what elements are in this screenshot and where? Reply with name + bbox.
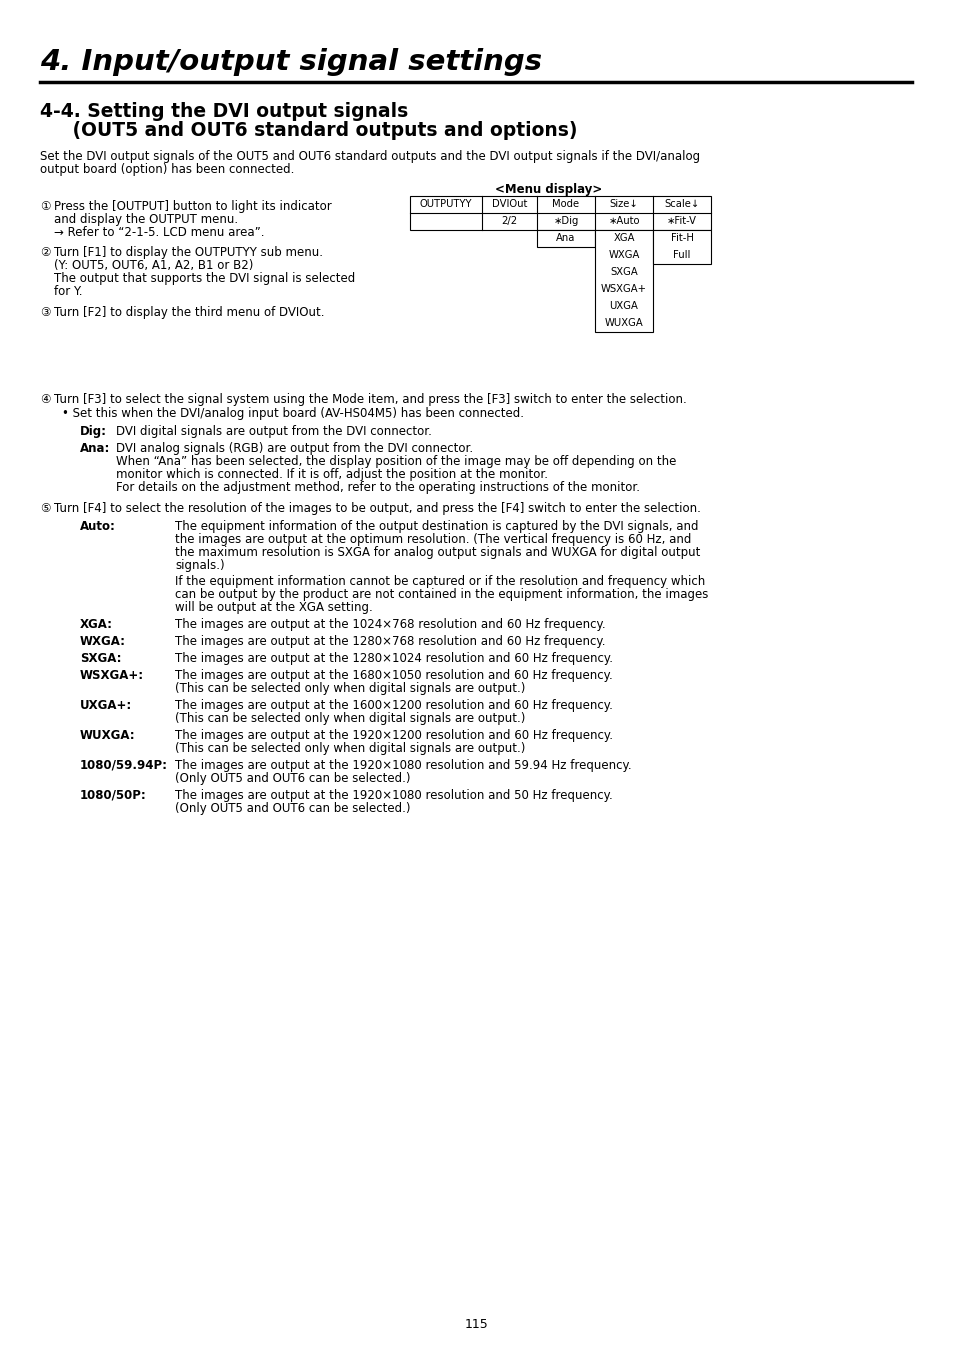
Text: WUXGA: WUXGA xyxy=(604,318,642,328)
Text: 1080/59.94P:: 1080/59.94P: xyxy=(80,759,168,772)
Text: The images are output at the 1280×1024 resolution and 60 Hz frequency.: The images are output at the 1280×1024 r… xyxy=(174,652,613,665)
Text: (This can be selected only when digital signals are output.): (This can be selected only when digital … xyxy=(174,682,525,696)
Bar xyxy=(537,231,595,247)
Text: Turn [F4] to select the resolution of the images to be output, and press the [F4: Turn [F4] to select the resolution of th… xyxy=(54,501,700,515)
Bar xyxy=(410,195,710,231)
Text: The images are output at the 1920×1200 resolution and 60 Hz frequency.: The images are output at the 1920×1200 r… xyxy=(174,729,613,741)
Text: 115: 115 xyxy=(465,1318,488,1330)
Text: WSXGA+:: WSXGA+: xyxy=(80,669,144,682)
Text: UXGA: UXGA xyxy=(609,301,638,311)
Text: ⑤: ⑤ xyxy=(40,501,51,515)
Text: XGA:: XGA: xyxy=(80,617,112,631)
Text: • Set this when the DVI/analog input board (AV-HS04M5) has been connected.: • Set this when the DVI/analog input boa… xyxy=(62,407,523,421)
Text: <Menu display>: <Menu display> xyxy=(495,183,601,195)
Text: the maximum resolution is SXGA for analog output signals and WUXGA for digital o: the maximum resolution is SXGA for analo… xyxy=(174,546,700,559)
Text: Press the [OUTPUT] button to light its indicator: Press the [OUTPUT] button to light its i… xyxy=(54,200,332,213)
Text: Turn [F2] to display the third menu of DVIOut.: Turn [F2] to display the third menu of D… xyxy=(54,306,324,319)
Text: will be output at the XGA setting.: will be output at the XGA setting. xyxy=(174,601,373,613)
Text: (This can be selected only when digital signals are output.): (This can be selected only when digital … xyxy=(174,741,525,755)
Text: ∗Fit-V: ∗Fit-V xyxy=(666,216,697,226)
Text: Full: Full xyxy=(673,249,690,260)
Text: ②: ② xyxy=(40,245,51,259)
Text: 4-4. Setting the DVI output signals: 4-4. Setting the DVI output signals xyxy=(40,102,408,121)
Text: ∗Dig: ∗Dig xyxy=(553,216,578,226)
Text: WSXGA+: WSXGA+ xyxy=(600,284,646,294)
Text: 1080/50P:: 1080/50P: xyxy=(80,789,147,802)
Bar xyxy=(652,231,710,264)
Text: Mode: Mode xyxy=(552,200,579,209)
Text: When “Ana” has been selected, the display position of the image may be off depen: When “Ana” has been selected, the displa… xyxy=(116,456,676,468)
Text: The images are output at the 1920×1080 resolution and 59.94 Hz frequency.: The images are output at the 1920×1080 r… xyxy=(174,759,631,772)
Text: If the equipment information cannot be captured or if the resolution and frequen: If the equipment information cannot be c… xyxy=(174,576,704,588)
Bar xyxy=(595,231,652,332)
Text: (This can be selected only when digital signals are output.): (This can be selected only when digital … xyxy=(174,712,525,725)
Text: → Refer to “2-1-5. LCD menu area”.: → Refer to “2-1-5. LCD menu area”. xyxy=(54,226,264,239)
Text: ④: ④ xyxy=(40,394,51,406)
Text: The images are output at the 1280×768 resolution and 60 Hz frequency.: The images are output at the 1280×768 re… xyxy=(174,635,605,648)
Text: (Y: OUT5, OUT6, A1, A2, B1 or B2): (Y: OUT5, OUT6, A1, A2, B1 or B2) xyxy=(54,259,253,272)
Text: monitor which is connected. If it is off, adjust the position at the monitor.: monitor which is connected. If it is off… xyxy=(116,468,547,481)
Text: For details on the adjustment method, refer to the operating instructions of the: For details on the adjustment method, re… xyxy=(116,481,639,493)
Text: Auto:: Auto: xyxy=(80,520,115,532)
Text: ∗Auto: ∗Auto xyxy=(608,216,639,226)
Text: Ana:: Ana: xyxy=(80,442,111,456)
Text: Set the DVI output signals of the OUT5 and OUT6 standard outputs and the DVI out: Set the DVI output signals of the OUT5 a… xyxy=(40,150,700,163)
Text: Turn [F3] to select the signal system using the Mode item, and press the [F3] sw: Turn [F3] to select the signal system us… xyxy=(54,394,686,406)
Text: and display the OUTPUT menu.: and display the OUTPUT menu. xyxy=(54,213,238,226)
Text: The images are output at the 1680×1050 resolution and 60 Hz frequency.: The images are output at the 1680×1050 r… xyxy=(174,669,612,682)
Text: ③: ③ xyxy=(40,306,51,319)
Text: OUTPUTYY: OUTPUTYY xyxy=(419,200,472,209)
Text: The equipment information of the output destination is captured by the DVI signa: The equipment information of the output … xyxy=(174,520,698,532)
Text: SXGA: SXGA xyxy=(610,267,638,276)
Text: WXGA: WXGA xyxy=(608,249,639,260)
Text: DVI analog signals (RGB) are output from the DVI connector.: DVI analog signals (RGB) are output from… xyxy=(116,442,473,456)
Text: for Y.: for Y. xyxy=(54,284,82,298)
Text: Fit-H: Fit-H xyxy=(670,233,693,243)
Text: (Only OUT5 and OUT6 can be selected.): (Only OUT5 and OUT6 can be selected.) xyxy=(174,772,410,785)
Text: SXGA:: SXGA: xyxy=(80,652,121,665)
Text: signals.): signals.) xyxy=(174,559,224,572)
Text: WUXGA:: WUXGA: xyxy=(80,729,135,741)
Text: (Only OUT5 and OUT6 can be selected.): (Only OUT5 and OUT6 can be selected.) xyxy=(174,802,410,816)
Text: DVIOut: DVIOut xyxy=(492,200,527,209)
Text: Dig:: Dig: xyxy=(80,425,107,438)
Text: DVI digital signals are output from the DVI connector.: DVI digital signals are output from the … xyxy=(116,425,432,438)
Text: (OUT5 and OUT6 standard outputs and options): (OUT5 and OUT6 standard outputs and opti… xyxy=(40,121,577,140)
Text: UXGA+:: UXGA+: xyxy=(80,700,132,712)
Text: the images are output at the optimum resolution. (The vertical frequency is 60 H: the images are output at the optimum res… xyxy=(174,532,691,546)
Text: Ana: Ana xyxy=(556,233,575,243)
Text: The images are output at the 1600×1200 resolution and 60 Hz frequency.: The images are output at the 1600×1200 r… xyxy=(174,700,612,712)
Text: output board (option) has been connected.: output board (option) has been connected… xyxy=(40,163,294,177)
Text: can be output by the product are not contained in the equipment information, the: can be output by the product are not con… xyxy=(174,588,708,601)
Text: The output that supports the DVI signal is selected: The output that supports the DVI signal … xyxy=(54,272,355,284)
Text: The images are output at the 1920×1080 resolution and 50 Hz frequency.: The images are output at the 1920×1080 r… xyxy=(174,789,612,802)
Text: XGA: XGA xyxy=(613,233,634,243)
Text: The images are output at the 1024×768 resolution and 60 Hz frequency.: The images are output at the 1024×768 re… xyxy=(174,617,605,631)
Text: 4. Input/output signal settings: 4. Input/output signal settings xyxy=(40,49,541,75)
Text: Size↓: Size↓ xyxy=(609,200,638,209)
Text: WXGA:: WXGA: xyxy=(80,635,126,648)
Text: 2/2: 2/2 xyxy=(501,216,517,226)
Text: ①: ① xyxy=(40,200,51,213)
Text: Scale↓: Scale↓ xyxy=(663,200,699,209)
Text: Turn [F1] to display the OUTPUTYY sub menu.: Turn [F1] to display the OUTPUTYY sub me… xyxy=(54,245,323,259)
